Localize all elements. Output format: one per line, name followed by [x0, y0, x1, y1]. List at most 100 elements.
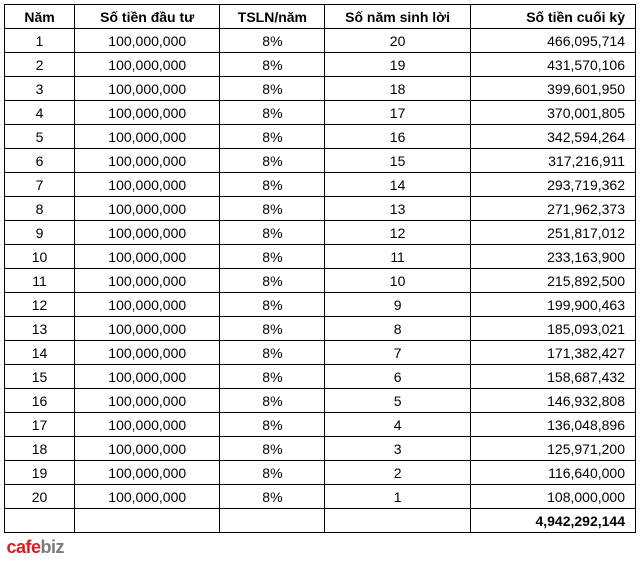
table-row: 14100,000,0008%7171,382,427: [5, 341, 636, 365]
table-cell: 100,000,000: [75, 221, 220, 245]
table-cell: 19: [325, 53, 470, 77]
table-cell: 100,000,000: [75, 413, 220, 437]
table-cell: 16: [5, 389, 75, 413]
table-cell: 185,093,021: [470, 317, 635, 341]
table-cell: 8%: [220, 125, 325, 149]
table-cell: 431,570,106: [470, 53, 635, 77]
table-row: 15100,000,0008%6158,687,432: [5, 365, 636, 389]
table-cell: 8%: [220, 437, 325, 461]
table-cell: 8%: [220, 461, 325, 485]
table-row: 12100,000,0008%9199,900,463: [5, 293, 636, 317]
table-cell: 12: [5, 293, 75, 317]
table-cell: 116,640,000: [470, 461, 635, 485]
total-value: 4,942,292,144: [470, 509, 635, 533]
table-cell: 8%: [220, 221, 325, 245]
table-cell: 8%: [220, 101, 325, 125]
table-cell: 8%: [220, 29, 325, 53]
table-cell: 8%: [220, 245, 325, 269]
table-cell: 13: [5, 317, 75, 341]
table-cell: 6: [325, 365, 470, 389]
table-cell: 3: [325, 437, 470, 461]
table-row: 11100,000,0008%10215,892,500: [5, 269, 636, 293]
table-row: 18100,000,0008%3125,971,200: [5, 437, 636, 461]
table-cell: 399,601,950: [470, 77, 635, 101]
table-cell: 15: [325, 149, 470, 173]
table-cell: 100,000,000: [75, 125, 220, 149]
table-cell: 8%: [220, 389, 325, 413]
table-cell: 13: [325, 197, 470, 221]
col-header-invest: Số tiền đầu tư: [75, 5, 220, 29]
table-cell: 16: [325, 125, 470, 149]
table-cell: 8%: [220, 317, 325, 341]
total-cell-empty: [75, 509, 220, 533]
cafebiz-logo: cafebiz: [7, 537, 65, 557]
table-cell: 100,000,000: [75, 437, 220, 461]
table-row: 10100,000,0008%11233,163,900: [5, 245, 636, 269]
table-cell: 100,000,000: [75, 317, 220, 341]
table-cell: 8%: [220, 77, 325, 101]
total-cell-empty: [325, 509, 470, 533]
table-row: 20100,000,0008%1108,000,000: [5, 485, 636, 509]
table-cell: 5: [325, 389, 470, 413]
table-cell: 11: [5, 269, 75, 293]
table-cell: 14: [325, 173, 470, 197]
table-row: 16100,000,0008%5146,932,808: [5, 389, 636, 413]
table-cell: 8%: [220, 53, 325, 77]
table-cell: 11: [325, 245, 470, 269]
table-cell: 19: [5, 461, 75, 485]
table-cell: 215,892,500: [470, 269, 635, 293]
table-cell: 199,900,463: [470, 293, 635, 317]
table-cell: 10: [5, 245, 75, 269]
table-cell: 100,000,000: [75, 293, 220, 317]
table-cell: 5: [5, 125, 75, 149]
table-header-row: Năm Số tiền đầu tư TSLN/năm Số năm sinh …: [5, 5, 636, 29]
table-cell: 7: [5, 173, 75, 197]
table-cell: 8: [5, 197, 75, 221]
total-cell-empty: [220, 509, 325, 533]
logo-cell: cafebiz: [5, 533, 636, 559]
table-row: 4100,000,0008%17370,001,805: [5, 101, 636, 125]
table-cell: 17: [5, 413, 75, 437]
table-cell: 100,000,000: [75, 53, 220, 77]
table-cell: 108,000,000: [470, 485, 635, 509]
table-cell: 8%: [220, 269, 325, 293]
table-cell: 100,000,000: [75, 101, 220, 125]
table-row: 5100,000,0008%16342,594,264: [5, 125, 636, 149]
table-cell: 100,000,000: [75, 485, 220, 509]
col-header-final: Số tiền cuối kỳ: [470, 5, 635, 29]
table-cell: 466,095,714: [470, 29, 635, 53]
table-row: 7100,000,0008%14293,719,362: [5, 173, 636, 197]
table-cell: 10: [325, 269, 470, 293]
table-cell: 1: [325, 485, 470, 509]
table-cell: 233,163,900: [470, 245, 635, 269]
table-cell: 4: [325, 413, 470, 437]
table-row: 6100,000,0008%15317,216,911: [5, 149, 636, 173]
table-cell: 100,000,000: [75, 29, 220, 53]
table-row: 13100,000,0008%8185,093,021: [5, 317, 636, 341]
total-row: 4,942,292,144: [5, 509, 636, 533]
table-cell: 9: [5, 221, 75, 245]
table-cell: 100,000,000: [75, 341, 220, 365]
table-cell: 158,687,432: [470, 365, 635, 389]
table-cell: 8%: [220, 485, 325, 509]
col-header-years: Số năm sinh lời: [325, 5, 470, 29]
table-cell: 100,000,000: [75, 389, 220, 413]
table-cell: 171,382,427: [470, 341, 635, 365]
table-cell: 14: [5, 341, 75, 365]
table-cell: 100,000,000: [75, 245, 220, 269]
table-cell: 317,216,911: [470, 149, 635, 173]
table-cell: 271,962,373: [470, 197, 635, 221]
table-cell: 342,594,264: [470, 125, 635, 149]
investment-table: Năm Số tiền đầu tư TSLN/năm Số năm sinh …: [4, 4, 636, 558]
table-cell: 18: [325, 77, 470, 101]
table-cell: 146,932,808: [470, 389, 635, 413]
table-cell: 100,000,000: [75, 269, 220, 293]
table-cell: 12: [325, 221, 470, 245]
table-cell: 100,000,000: [75, 149, 220, 173]
table-cell: 100,000,000: [75, 461, 220, 485]
table-cell: 8%: [220, 293, 325, 317]
table-row: 2100,000,0008%19431,570,106: [5, 53, 636, 77]
logo-part-biz: biz: [41, 537, 65, 557]
table-cell: 4: [5, 101, 75, 125]
table-cell: 20: [5, 485, 75, 509]
